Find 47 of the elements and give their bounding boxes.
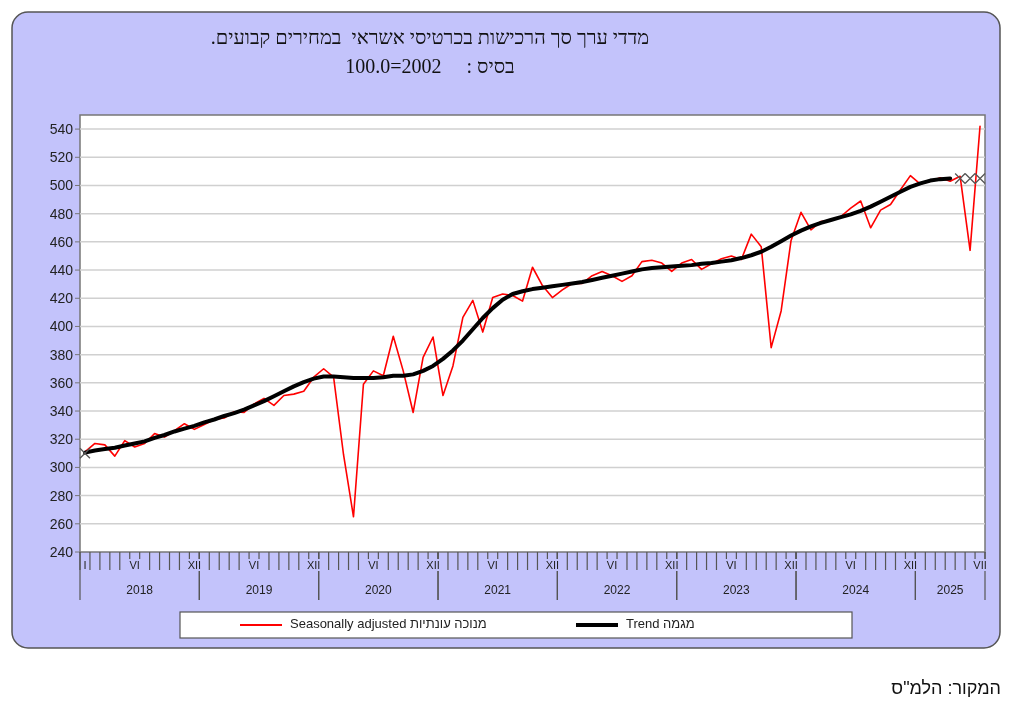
- y-tick-label: 480: [49, 205, 74, 222]
- x-tick-label: VI: [248, 559, 260, 571]
- x-tick-label: VII: [973, 559, 987, 571]
- x-tick-label: VI: [726, 559, 737, 571]
- text: 2022: [603, 583, 631, 597]
- legend-label: מנוכה עונתיות Seasonally adjusted: [290, 616, 487, 631]
- text: 2024: [842, 583, 870, 597]
- text: 2023: [723, 583, 751, 597]
- x-tick-label: XII: [426, 559, 440, 571]
- legend-label: מגמה Trend: [626, 616, 695, 631]
- y-tick-label: 320: [49, 431, 74, 448]
- text: 2018: [126, 583, 154, 597]
- y-tick-label: 380: [49, 346, 74, 363]
- y-tick-label: 240: [49, 544, 74, 560]
- chart-title: מדדי ערך סך הרכישות בכרטיסי אשראי במחירים קבועים.: [209, 26, 651, 49]
- x-tick-label: VI: [845, 559, 856, 571]
- x-tick-label: VI: [368, 559, 379, 571]
- y-tick-label: 440: [49, 262, 74, 279]
- y-tick-label: 300: [49, 459, 74, 476]
- y-tick-label: 460: [49, 233, 74, 250]
- y-tick-label: 500: [49, 177, 74, 194]
- text: 2025: [936, 583, 964, 597]
- text: המקור: הלמ"ס: [891, 678, 1001, 699]
- chart-subtitle: בסיס : 2002=100.0: [344, 55, 516, 78]
- y-tick-label: 280: [49, 487, 74, 504]
- y-tick-label: 520: [49, 149, 74, 166]
- y-tick-label: 540: [49, 121, 74, 138]
- x-tick-label: I: [83, 559, 87, 571]
- y-tick-label: 260: [49, 515, 74, 532]
- x-tick-label: XII: [306, 559, 321, 571]
- x-tick-label: VI: [606, 559, 618, 571]
- x-tick-label: VI: [129, 559, 140, 571]
- x-tick-label: XII: [187, 559, 202, 571]
- y-tick-label: 400: [49, 318, 74, 335]
- text: 2019: [245, 583, 273, 597]
- y-tick-label: 420: [49, 290, 74, 307]
- y-tick-label: 340: [49, 403, 74, 420]
- y-tick-label: 360: [49, 374, 74, 391]
- x-tick-label: XII: [545, 559, 560, 571]
- x-tick-label: VI: [487, 559, 498, 571]
- x-tick-label: XII: [784, 559, 798, 571]
- text: 2020: [365, 583, 393, 597]
- line-series: [84, 125, 981, 518]
- text: 2021: [484, 583, 512, 597]
- x-tick-label: XII: [665, 559, 679, 571]
- x-tick-label: XII: [903, 559, 918, 571]
- line-series: [82, 176, 953, 455]
